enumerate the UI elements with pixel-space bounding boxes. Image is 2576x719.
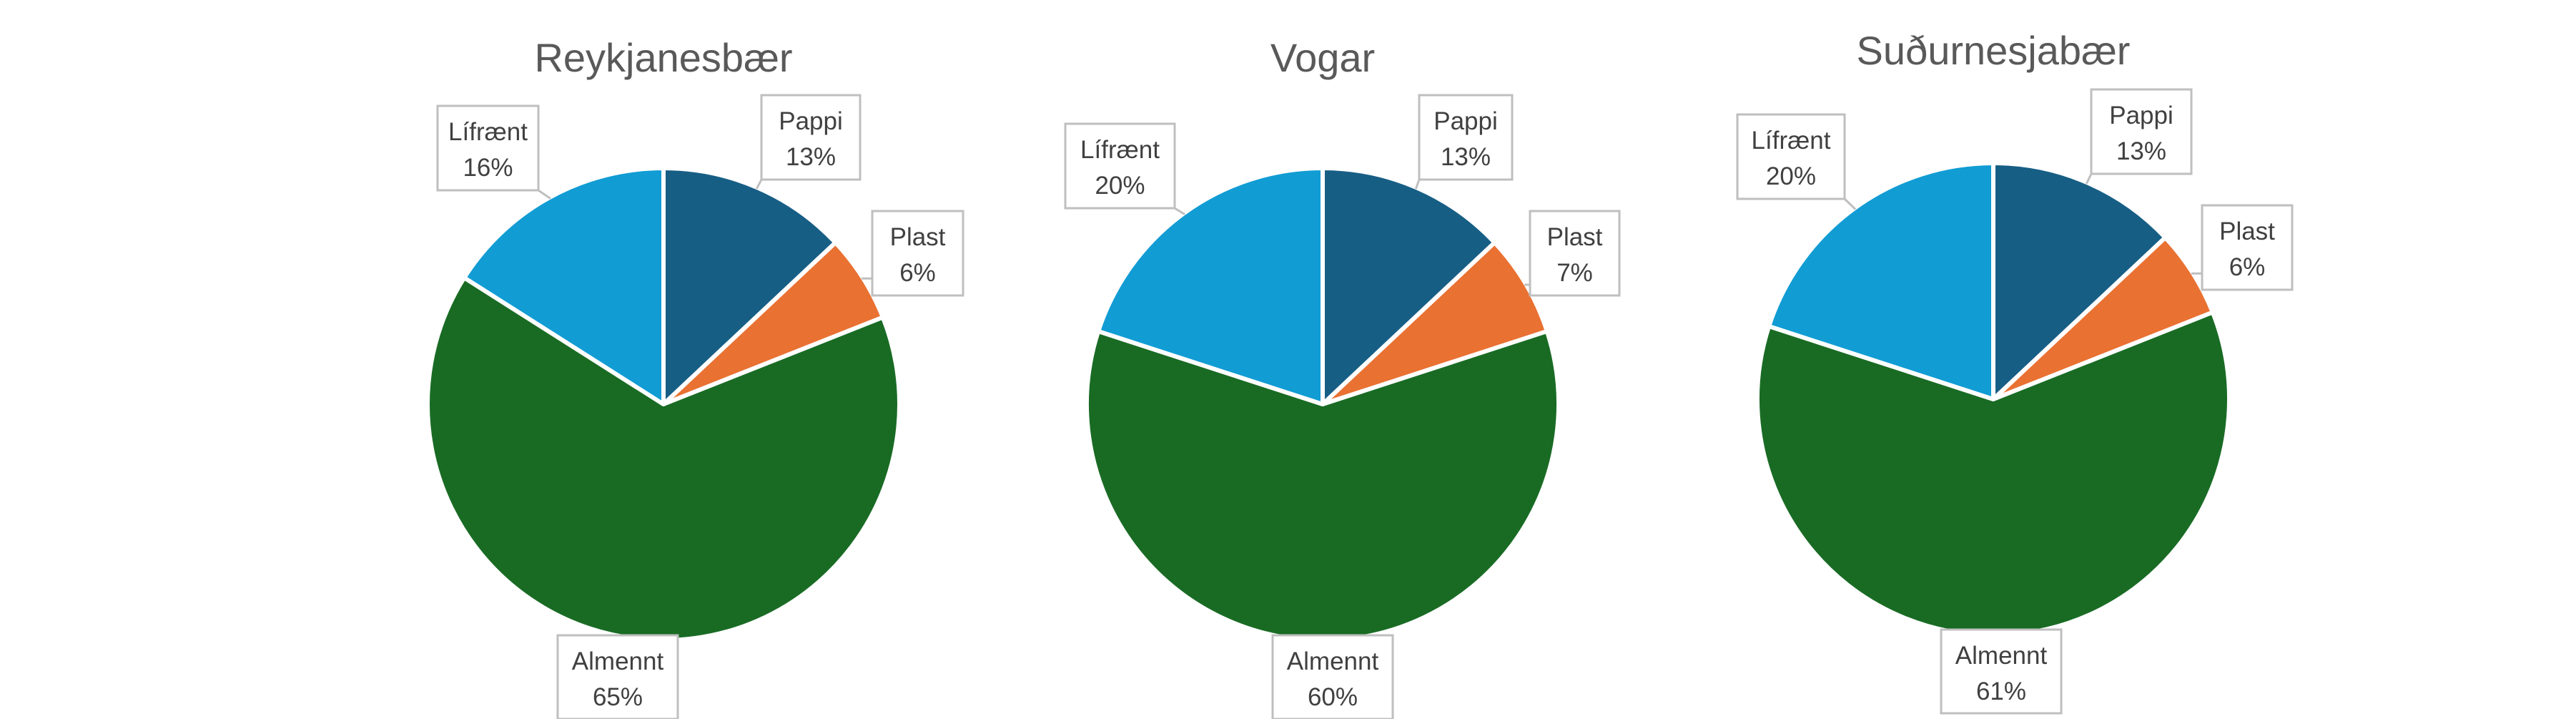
data-label-pappi: Pappi 13% — [2090, 88, 2193, 175]
callout-leader — [1414, 179, 1421, 190]
data-label-value: 13% — [2116, 137, 2166, 165]
data-label-value: 7% — [1556, 259, 1593, 287]
data-label-almennt: Almennt 60% — [1271, 634, 1394, 719]
data-label-category: Plast — [890, 223, 946, 251]
data-label-category: Pappi — [779, 107, 843, 135]
callout-box — [1736, 113, 1846, 200]
data-label-lifraent: Lífrænt 20% — [1736, 113, 1846, 200]
data-label-pappi: Pappi 13% — [760, 94, 862, 181]
data-label-value: 16% — [463, 154, 513, 182]
pie-chart-vogar: Vogar Pappi 13% Plast 7% Almennt 60% Lífrænt 20% — [1064, 35, 1621, 719]
data-label-lifraent: Lífrænt 20% — [1064, 122, 1176, 210]
callout-box — [436, 104, 540, 192]
data-label-value: 6% — [2229, 253, 2266, 281]
callout-box — [760, 94, 862, 181]
callout-leader — [538, 189, 551, 200]
chart-title: Vogar — [1270, 35, 1375, 80]
data-label-value: 20% — [1095, 172, 1145, 200]
data-label-category: Lífrænt — [1752, 127, 1831, 155]
callout-box — [556, 634, 679, 719]
data-label-category: Plast — [1547, 223, 1603, 251]
data-label-plast: Plast 6% — [871, 210, 964, 297]
data-label-value: 13% — [786, 143, 836, 171]
callout-box — [1064, 122, 1176, 210]
data-label-value: 20% — [1766, 162, 1816, 190]
callout-box — [2201, 204, 2294, 291]
data-label-category: Almennt — [572, 647, 664, 675]
pie-chart-sudurnesjabaer: Suðurnesjabær Pappi 13% Plast 6% Almennt 61% Lí… — [1736, 28, 2294, 715]
chart-title: Suðurnesjabær — [1857, 28, 2131, 73]
data-label-almennt: Almennt 65% — [556, 634, 679, 719]
chart-title: Reykjanesbær — [534, 35, 792, 80]
callout-leader — [2085, 173, 2093, 185]
data-label-category: Almennt — [1287, 647, 1379, 675]
callout-box — [1418, 94, 1514, 181]
data-label-category: Plast — [2219, 217, 2275, 245]
callout-box — [1529, 210, 1621, 297]
pie-chart-reykjanesbaer: Reykjanesbær Pappi 13% Plast 6% Almennt 65% Líf… — [425, 35, 964, 719]
data-label-value: 65% — [593, 683, 643, 711]
data-label-plast: Plast 6% — [2201, 204, 2294, 291]
callout-leader — [1843, 197, 1857, 210]
callout-leader — [755, 179, 763, 190]
data-label-category: Almennt — [1955, 642, 2048, 670]
data-label-value: 60% — [1308, 683, 1358, 711]
data-label-category: Lífrænt — [448, 118, 528, 146]
data-label-category: Pappi — [2109, 102, 2173, 129]
data-label-plast: Plast 7% — [1529, 210, 1621, 297]
data-label-category: Lífrænt — [1080, 136, 1160, 164]
data-label-lifraent: Lífrænt 16% — [436, 104, 540, 192]
callout-leader — [1174, 207, 1185, 215]
callout-box — [1271, 634, 1394, 719]
data-label-pappi: Pappi 13% — [1418, 94, 1514, 181]
callout-box — [2090, 88, 2193, 175]
data-label-value: 13% — [1441, 143, 1491, 171]
callout-box — [1940, 628, 2063, 715]
data-label-almennt: Almennt 61% — [1940, 628, 2063, 715]
data-label-category: Pappi — [1433, 107, 1498, 135]
data-label-value: 61% — [1976, 678, 2026, 705]
callout-box — [871, 210, 964, 297]
data-label-value: 6% — [899, 259, 936, 287]
